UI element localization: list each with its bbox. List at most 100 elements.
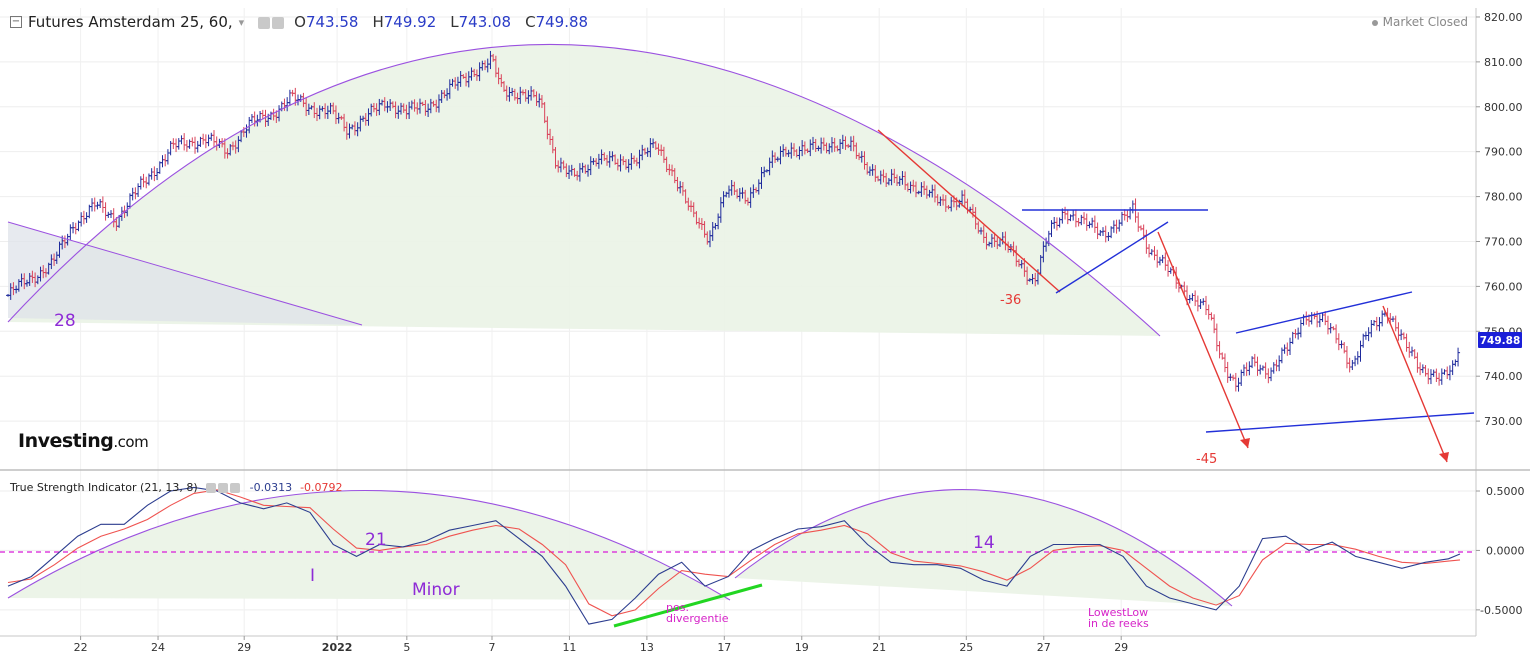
price-bar — [1260, 365, 1265, 371]
price-bar — [1271, 362, 1276, 374]
price-bar — [1277, 355, 1282, 372]
price-bar — [1252, 353, 1257, 367]
price-bar — [1095, 222, 1100, 240]
annotation-minor: Minor — [412, 580, 460, 600]
time-tick-label: 29 — [1114, 641, 1128, 654]
ohlc-close: C749.88 — [525, 13, 589, 31]
price-bar — [1258, 364, 1263, 375]
price-bar — [1317, 314, 1322, 328]
price-bar — [1138, 225, 1143, 231]
price-tick-label: 820.00 — [1484, 11, 1523, 24]
price-bar — [287, 89, 292, 106]
price-bar — [149, 168, 154, 180]
triangle-lower-line — [1055, 221, 1169, 294]
price-bar — [1198, 299, 1203, 310]
price-bar — [136, 183, 141, 198]
tsi-tick-label: -0.5000 — [1480, 604, 1522, 617]
chevron-down-icon[interactable]: ▾ — [238, 15, 245, 29]
price-bar — [84, 212, 89, 223]
downtrend-arrow-2 — [1382, 305, 1448, 463]
annotation-21: 21 — [365, 530, 387, 550]
price-bar — [1415, 352, 1420, 373]
price-bar — [249, 114, 254, 124]
price-bar — [1269, 367, 1274, 382]
price-bar — [1358, 340, 1363, 362]
price-bar — [1288, 337, 1293, 355]
price-bar — [195, 140, 200, 153]
price-bar — [1369, 319, 1374, 338]
price-bar — [1450, 360, 1455, 376]
price-bar — [98, 198, 103, 208]
price-bar — [1163, 252, 1168, 271]
market-status: Market Closed — [1371, 15, 1468, 29]
price-bar — [1404, 333, 1409, 352]
price-bar — [1209, 312, 1214, 321]
price-bar — [1347, 357, 1352, 373]
price-bar — [1117, 219, 1122, 232]
price-bar — [1114, 219, 1119, 234]
price-bar — [1453, 359, 1458, 367]
settings-icons[interactable] — [258, 13, 286, 31]
price-bar — [1073, 209, 1078, 228]
time-tick-label: 17 — [717, 641, 731, 654]
price-bar — [211, 130, 216, 147]
tsi-axis-labels: 0.5000 0.0000 -0.5000 — [1476, 485, 1525, 617]
price-bar — [1344, 346, 1349, 369]
price-bar — [106, 211, 111, 218]
trend-lines[interactable] — [877, 129, 1475, 463]
time-tick-label: 13 — [640, 641, 654, 654]
price-bar — [1090, 217, 1095, 228]
price-bar — [1149, 249, 1154, 256]
price-bar — [1407, 341, 1412, 358]
main-cycle-arc — [7, 43, 1161, 337]
price-bar — [1128, 207, 1133, 220]
price-bar — [1298, 319, 1303, 338]
tsi-cycle-arc-1 — [7, 490, 731, 601]
price-bar — [1445, 366, 1450, 380]
price-bar — [1212, 314, 1217, 334]
price-bar — [1214, 323, 1219, 352]
time-tick-label: 11 — [562, 641, 576, 654]
price-bar — [1103, 225, 1108, 243]
time-tick-label: 21 — [872, 641, 886, 654]
price-bars — [6, 50, 1461, 392]
collapse-icon[interactable]: − — [10, 16, 22, 28]
time-tick-label: 27 — [1037, 641, 1051, 654]
close-icon — [229, 483, 240, 493]
price-bar — [1393, 315, 1398, 332]
price-bar — [1328, 323, 1333, 334]
price-bar — [1076, 217, 1081, 227]
price-bar — [152, 166, 157, 182]
price-tick-label: 730.00 — [1484, 415, 1523, 428]
price-bar — [1423, 365, 1428, 377]
price-bar — [203, 134, 208, 149]
price-bar — [1255, 356, 1260, 376]
time-tick-label: 2022 — [322, 641, 353, 654]
price-tick-label: 770.00 — [1484, 235, 1523, 248]
price-bar — [1366, 327, 1371, 342]
tsi-arc-fill-1 — [8, 490, 730, 600]
annotation-divergentie: divergentie — [666, 612, 729, 625]
price-bar — [174, 138, 179, 153]
price-bar — [144, 176, 149, 189]
instrument-header: − Futures Amsterdam 25, 60, ▾ O743.58 H7… — [10, 13, 588, 31]
instrument-title: Futures Amsterdam 25, 60, — [28, 13, 233, 31]
price-bar — [1222, 353, 1227, 373]
price-bar — [160, 155, 165, 168]
annotation-minus-45: -45 — [1196, 452, 1217, 467]
tsi-tick-label: 0.5000 — [1486, 485, 1525, 498]
price-bar — [1244, 362, 1249, 376]
price-bar — [100, 196, 105, 213]
price-bar — [1092, 215, 1097, 233]
ohlc-low: L743.08 — [450, 13, 512, 31]
price-bar — [1447, 365, 1452, 381]
price-bar — [1241, 364, 1246, 376]
price-bar — [1309, 312, 1314, 325]
arrowhead-1 — [1240, 438, 1250, 448]
price-bar — [1225, 361, 1230, 383]
annotation-in-de-reeks: in de reeks — [1088, 617, 1149, 630]
indicator-settings-icons[interactable] — [205, 481, 242, 494]
price-bar — [81, 210, 86, 225]
price-bar — [1098, 229, 1103, 237]
